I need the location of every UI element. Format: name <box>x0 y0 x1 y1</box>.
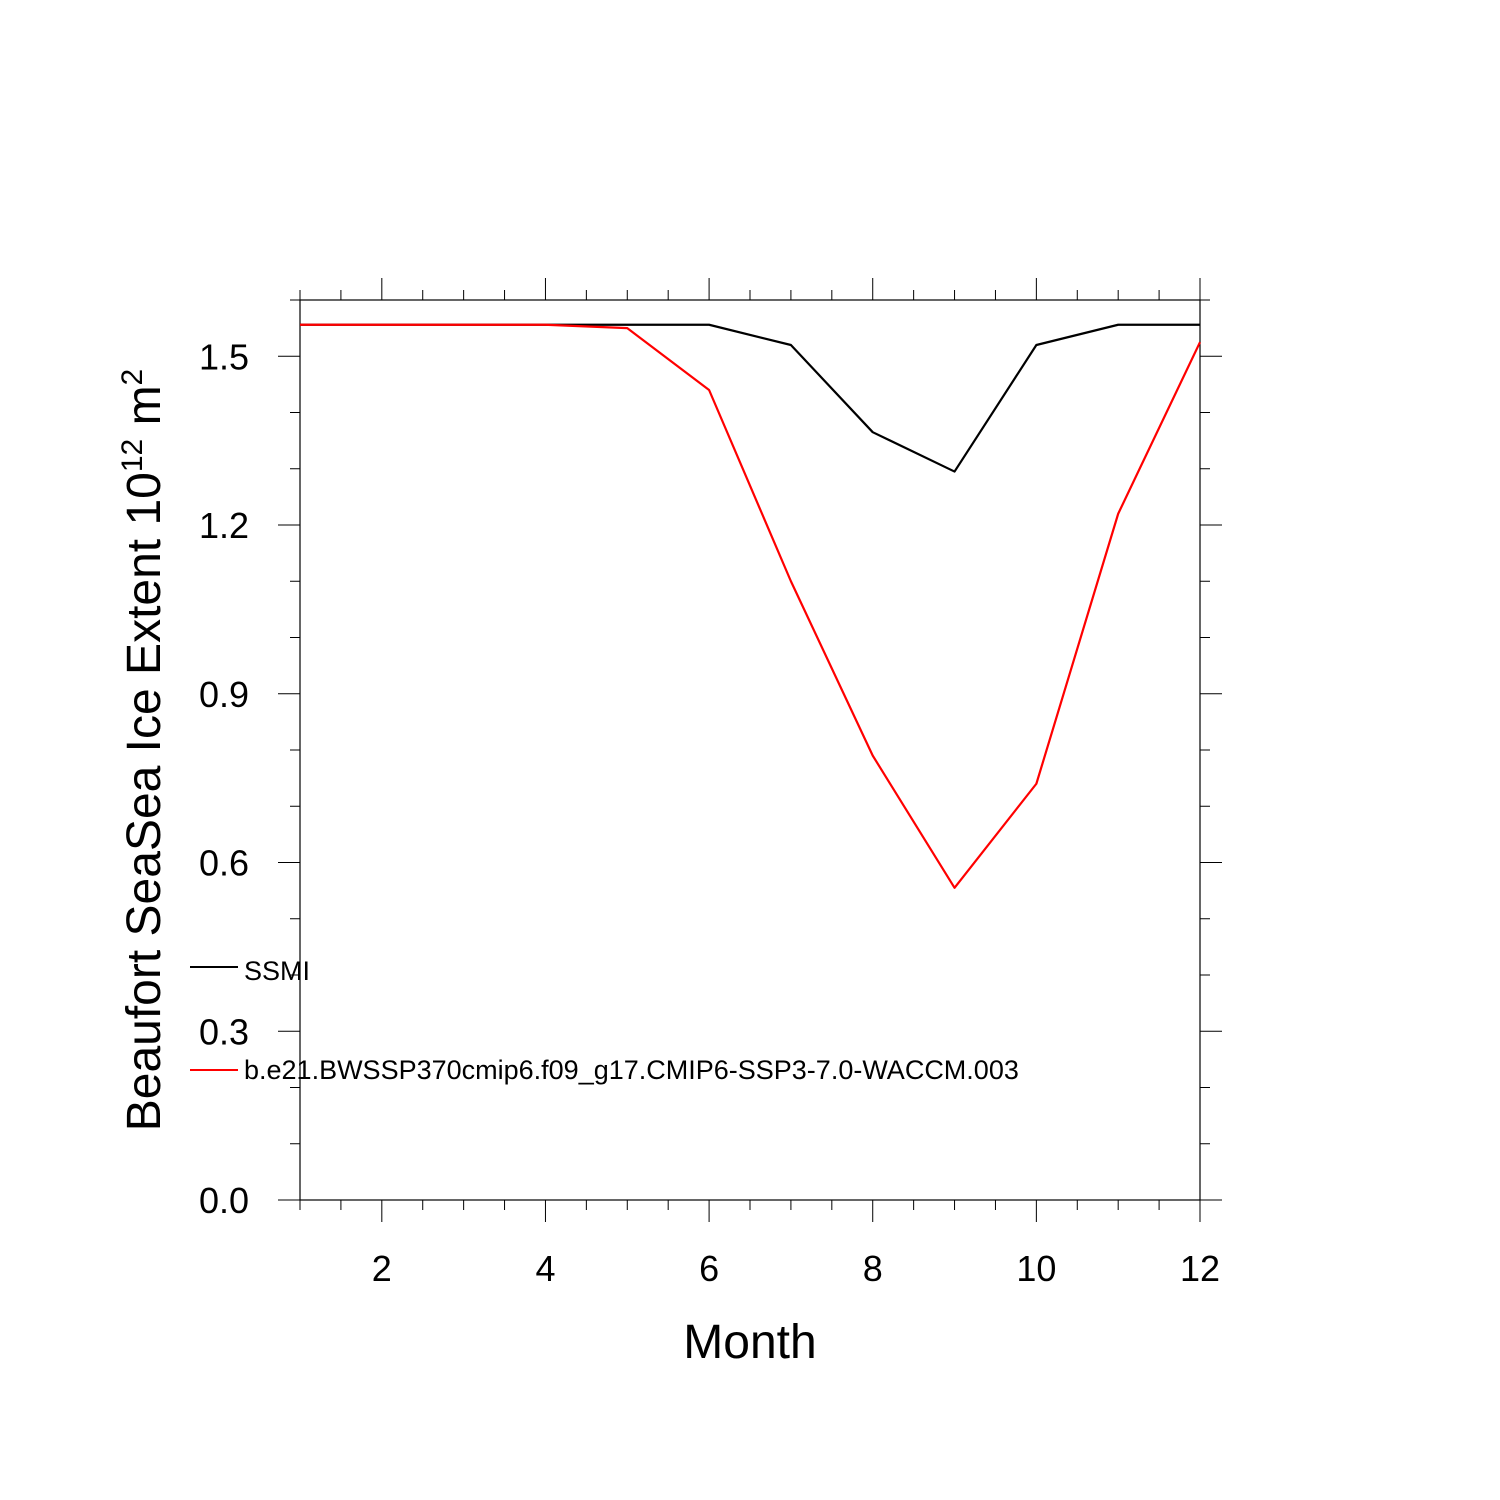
y-tick-label: 0.9 <box>199 674 249 715</box>
y-tick-label: 1.2 <box>199 505 249 546</box>
axis-ticks <box>278 278 1222 1222</box>
x-tick-label: 2 <box>372 1248 392 1289</box>
y-tick-label: 1.5 <box>199 336 249 377</box>
y-axis-label-exponent: 12 <box>116 439 149 472</box>
legend-label-waccm: b.e21.BWSSP370cmip6.f09_g17.CMIP6-SSP3-7… <box>244 1055 1019 1085</box>
y-axis-label-unit: m <box>118 385 171 438</box>
y-tick-label: 0.3 <box>199 1011 249 1052</box>
y-tick-labels: 0.0 0.3 0.6 0.9 1.2 1.5 <box>199 336 249 1221</box>
x-tick-label: 6 <box>699 1248 719 1289</box>
legend-label-ssmi: SSMI <box>244 956 310 986</box>
legend: SSMI b.e21.BWSSP370cmip6.f09_g17.CMIP6-S… <box>190 956 1019 1085</box>
y-axis-label-unit-exponent: 2 <box>116 369 149 386</box>
y-tick-label: 0.6 <box>199 843 249 884</box>
x-tick-label: 10 <box>1016 1248 1056 1289</box>
series-line-waccm <box>300 323 1201 889</box>
y-axis-label-main: Beaufort SeaSea Ice Extent 10 <box>118 472 171 1131</box>
series-lines <box>300 323 1201 889</box>
y-tick-label: 0.0 <box>199 1180 249 1221</box>
series-line-ssmi <box>300 323 1200 473</box>
x-tick-label: 12 <box>1180 1248 1220 1289</box>
x-tick-label: 8 <box>863 1248 883 1289</box>
x-tick-labels: 2 4 6 8 10 12 <box>372 1248 1220 1289</box>
x-tick-label: 4 <box>535 1248 555 1289</box>
y-axis-label: Beaufort SeaSea Ice Extent 1012 m2 <box>116 369 171 1132</box>
x-axis-label: Month <box>683 1316 816 1369</box>
